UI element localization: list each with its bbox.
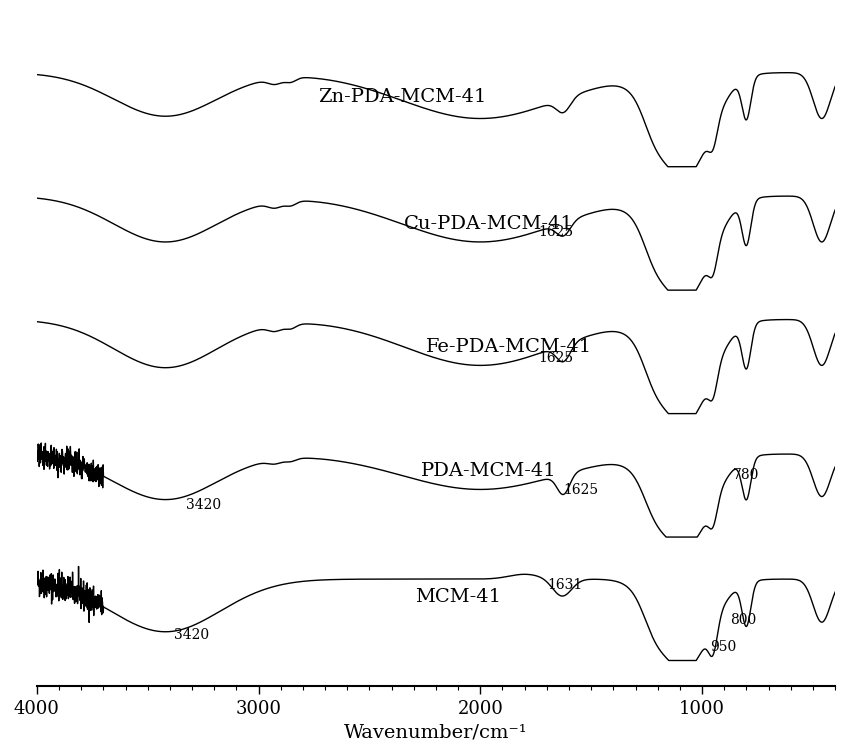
- Text: 3420: 3420: [175, 628, 210, 642]
- Text: 3420: 3420: [186, 498, 221, 512]
- Text: 950: 950: [710, 640, 736, 655]
- Text: MCM-41: MCM-41: [415, 587, 501, 606]
- Text: 1631: 1631: [547, 578, 582, 592]
- Text: 800: 800: [730, 613, 756, 627]
- Text: 1625: 1625: [538, 225, 573, 239]
- Text: Fe-PDA-MCM-41: Fe-PDA-MCM-41: [426, 338, 593, 356]
- Text: 780: 780: [734, 468, 760, 482]
- Text: Zn-PDA-MCM-41: Zn-PDA-MCM-41: [318, 88, 486, 106]
- X-axis label: Wavenumber/cm⁻¹: Wavenumber/cm⁻¹: [344, 723, 528, 741]
- Text: 1625: 1625: [564, 483, 599, 498]
- Text: Cu-PDA-MCM-41: Cu-PDA-MCM-41: [404, 215, 574, 233]
- Text: 1625: 1625: [538, 350, 573, 365]
- Text: PDA-MCM-41: PDA-MCM-41: [421, 462, 557, 480]
